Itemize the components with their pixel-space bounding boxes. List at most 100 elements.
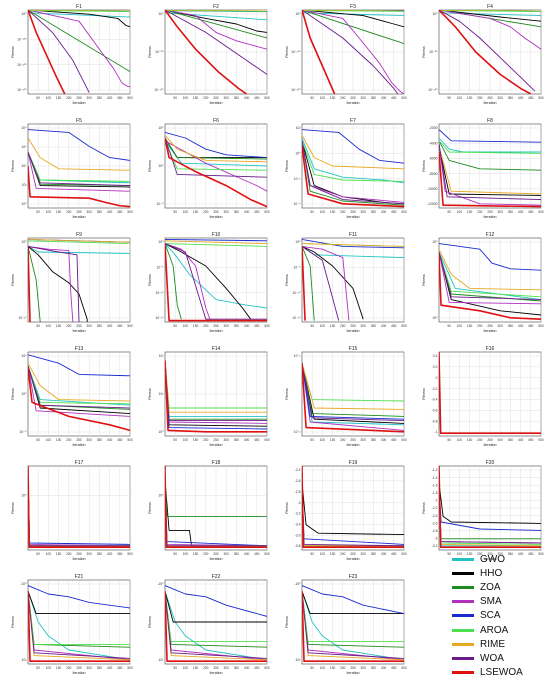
y-tick-label: -12000 xyxy=(427,202,438,206)
panel-title: F10 xyxy=(212,232,221,238)
series-line-sma xyxy=(28,365,130,417)
x-tick-label: 100 xyxy=(183,324,189,328)
x-tick-label: 300 xyxy=(87,552,93,556)
series-line-sca xyxy=(439,243,541,271)
x-tick-label: 50 xyxy=(173,210,177,214)
x-tick-label: 300 xyxy=(87,324,93,328)
x-tick-label: 350 xyxy=(234,438,240,442)
y-tick-label: -10¹ xyxy=(157,658,164,662)
x-tick-label: 450 xyxy=(117,438,123,442)
x-tick-label: 450 xyxy=(528,438,534,442)
x-axis-label: Iteration xyxy=(347,671,360,675)
series-line-lsewoa xyxy=(165,137,267,208)
x-tick-label: 400 xyxy=(518,438,524,442)
panel-f16: F16 50 100 150 200 250 300 350 400 450 500 0.4 0.2 0 -… xyxy=(422,346,544,447)
legend-item-sca: SCA xyxy=(452,609,544,623)
x-tick-label: 400 xyxy=(244,324,250,328)
x-tick-label: 500 xyxy=(401,438,407,442)
series-line-gwo xyxy=(165,243,267,309)
x-tick-label: 300 xyxy=(224,438,230,442)
x-tick-label: 150 xyxy=(467,438,473,442)
y-axis-label: Fitness xyxy=(148,160,152,172)
x-tick-label: 150 xyxy=(330,552,336,556)
y-tick-label: -2.4 xyxy=(295,468,301,472)
x-tick-label: 500 xyxy=(127,96,133,100)
series-line-woa xyxy=(28,151,130,187)
x-tick-label: 400 xyxy=(518,324,524,328)
panel-title: F16 xyxy=(486,346,495,352)
series-line-sca xyxy=(165,131,267,159)
x-tick-label: 400 xyxy=(107,96,113,100)
series-line-aroa xyxy=(439,251,541,298)
y-tick-label: 10⁻⁵ xyxy=(157,202,165,206)
x-tick-label: 250 xyxy=(487,552,493,556)
panel-title: F4 xyxy=(487,4,493,10)
x-axis-label: Iteration xyxy=(210,329,223,333)
legend-swatch xyxy=(452,600,474,604)
x-tick-label: 200 xyxy=(66,438,72,442)
series-line-aroa xyxy=(439,10,541,12)
y-tick-label: 10⁻¹⁰⁰ xyxy=(291,50,301,54)
y-axis-label: Fitness xyxy=(11,616,15,628)
x-axis-label: Iteration xyxy=(73,557,86,561)
x-tick-label: 450 xyxy=(117,666,123,670)
series-line-rime xyxy=(28,137,130,171)
panel-f6: F6 50 100 150 200 250 300 350 400 450 500 10⁵ 10⁰ 10⁻… xyxy=(148,118,270,219)
x-tick-label: 150 xyxy=(330,438,336,442)
legend-label: GWO xyxy=(480,553,505,565)
y-axis-label: Fitness xyxy=(148,616,152,628)
series-line-hho xyxy=(28,591,130,615)
series-line-aroa xyxy=(439,140,541,154)
series-line-lsewoa xyxy=(165,243,267,322)
x-tick-label: 200 xyxy=(203,438,209,442)
y-tick-label: -0.4 xyxy=(432,398,438,402)
x-tick-label: 450 xyxy=(391,210,397,214)
series-line-sca xyxy=(165,238,267,242)
x-tick-label: 250 xyxy=(76,210,82,214)
x-tick-label: 450 xyxy=(391,324,397,328)
x-tick-label: 300 xyxy=(498,324,504,328)
y-tick-label: 10⁻¹ xyxy=(294,354,302,358)
x-tick-label: 200 xyxy=(203,324,209,328)
x-tick-label: 300 xyxy=(361,666,367,670)
x-tick-label: 450 xyxy=(254,438,260,442)
y-tick-label: -10¹ xyxy=(294,658,301,662)
x-tick-label: 250 xyxy=(487,324,493,328)
panel-title: F11 xyxy=(349,232,357,238)
x-tick-label: 100 xyxy=(320,666,326,670)
y-tick-label: -10⁰ xyxy=(294,582,301,586)
x-tick-label: 300 xyxy=(498,210,504,214)
x-tick-label: 150 xyxy=(193,210,199,214)
series-line-hho xyxy=(302,245,364,320)
y-axis-label: Fitness xyxy=(148,388,152,400)
legend-item-lsewoa: LSEWOA xyxy=(452,666,544,680)
legend-swatch xyxy=(452,656,474,660)
y-axis-label: Fitness xyxy=(422,388,426,400)
series-line-woa xyxy=(28,245,80,322)
legend-label: AROA xyxy=(480,624,509,636)
x-tick-label: 100 xyxy=(46,438,52,442)
series-line-sma xyxy=(28,151,130,192)
x-tick-label: 50 xyxy=(310,210,314,214)
x-tick-label: 350 xyxy=(508,210,514,214)
series-line-zoa xyxy=(302,10,404,45)
x-tick-label: 500 xyxy=(127,666,133,670)
series-line-sca xyxy=(28,354,130,377)
series-line-gwo xyxy=(28,591,130,661)
y-tick-label: -8000 xyxy=(429,172,438,176)
panel-f17: F17 50 100 150 200 250 300 350 400 450 500 10⁰ Itera… xyxy=(11,460,133,561)
x-tick-label: 50 xyxy=(447,324,451,328)
panel-f13: F13 50 100 150 200 250 300 350 400 450 500 10⁵ 10⁰ 10… xyxy=(11,346,133,447)
x-tick-label: 250 xyxy=(213,438,219,442)
x-tick-label: 400 xyxy=(381,324,387,328)
y-tick-label: 10² xyxy=(22,183,28,187)
y-tick-label: 10⁻²⁰⁰ xyxy=(17,63,27,67)
series-line-woa xyxy=(439,251,541,301)
x-tick-label: 50 xyxy=(36,552,40,556)
x-tick-label: 150 xyxy=(56,666,62,670)
x-tick-label: 400 xyxy=(107,438,113,442)
x-tick-label: 300 xyxy=(361,210,367,214)
x-axis-label: Iteration xyxy=(73,101,86,105)
x-tick-label: 150 xyxy=(330,666,336,670)
y-tick-label: -10¹ xyxy=(20,658,27,662)
